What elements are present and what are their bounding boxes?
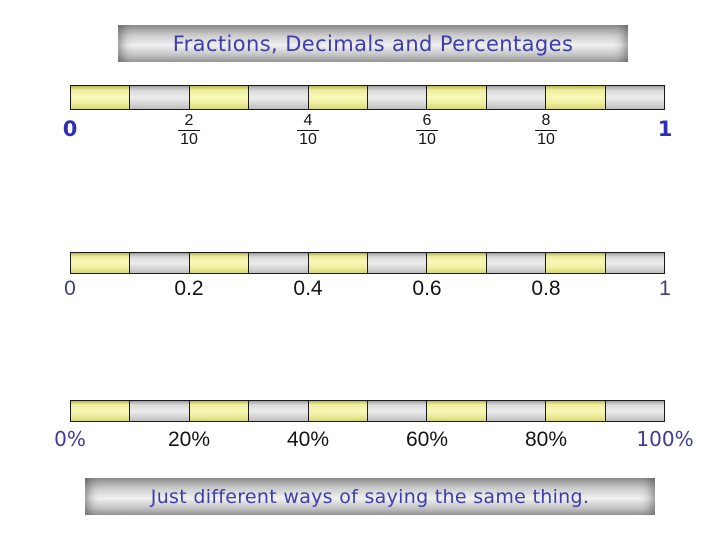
fractions-line-segment <box>71 86 130 109</box>
percentages-line-segment <box>604 401 665 421</box>
decimals-line-segment <box>129 253 189 273</box>
percentages-line-segment <box>188 401 249 421</box>
decimals-line-segment <box>426 253 486 273</box>
number-line-decimals: 0 0.2 0.4 0.6 0.8 1 <box>64 252 671 300</box>
decimals-line-tick-label: 0.2 <box>174 277 204 300</box>
percentages-line-tick-label: 60% <box>405 428 449 451</box>
percentages-line-tick-label: 0% <box>54 427 86 451</box>
fraction: 4 10 <box>297 112 319 150</box>
footer-banner: Just different ways of saying the same t… <box>85 478 655 515</box>
decimals-line-tick-label: 1 <box>659 277 671 300</box>
percentages-bar-labels: 0% 20% 40% 60% 80% 100% <box>54 428 693 480</box>
fraction: 6 10 <box>416 112 438 150</box>
fractions-line-segment <box>367 86 427 109</box>
percentages-line-tick-label: 40% <box>286 428 330 451</box>
fractions-line-tick-label: 6 10 <box>416 112 438 150</box>
percentages-line-segment <box>71 401 130 421</box>
percentages-line-tick-label: 80% <box>524 428 568 451</box>
percentages-line-segment <box>129 401 189 421</box>
fraction-numerator: 8 <box>541 112 551 129</box>
decimals-line-segment <box>604 253 665 273</box>
decimals-line-segment <box>545 253 605 273</box>
percentages-line-segment <box>545 401 605 421</box>
fractions-bar <box>70 85 665 110</box>
fractions-line-segment <box>426 86 486 109</box>
fraction-numerator: 4 <box>303 112 313 129</box>
percentages-line-segment <box>367 401 427 421</box>
footer-caption: Just different ways of saying the same t… <box>150 485 590 508</box>
decimals-bar <box>70 252 665 274</box>
percentages-line-segment <box>307 401 368 421</box>
fraction: 2 10 <box>178 112 200 150</box>
number-line-fractions: 0 2 10 4 10 6 10 8 10 1 <box>63 85 672 148</box>
decimals-bar-labels: 0 0.2 0.4 0.6 0.8 1 <box>64 277 671 329</box>
fraction-denominator: 10 <box>535 130 557 149</box>
number-line-percentages: 0% 20% 40% 60% 80% 100% <box>54 400 694 451</box>
decimals-line-tick-label: 0.6 <box>412 277 442 300</box>
decimals-line-tick-label: 0.8 <box>531 277 561 300</box>
decimals-line-segment <box>71 253 130 273</box>
decimals-line-tick-label: 0 <box>64 277 76 300</box>
percentages-line-segment <box>248 401 308 421</box>
fractions-line-tick-label: 0 <box>62 117 78 141</box>
fractions-line-tick-label: 8 10 <box>535 112 557 150</box>
fraction: 8 10 <box>535 112 557 150</box>
fractions-line-tick-label: 4 10 <box>297 112 319 150</box>
decimals-line-segment <box>307 253 368 273</box>
fractions-line-segment <box>604 86 665 109</box>
decimals-line-tick-label: 0.4 <box>293 277 323 300</box>
fractions-line-segment <box>307 86 368 109</box>
fractions-line-segment <box>545 86 605 109</box>
fractions-bar-labels: 0 2 10 4 10 6 10 8 10 1 <box>63 112 673 164</box>
page-title: Fractions, Decimals and Percentages <box>172 31 574 56</box>
fraction-numerator: 2 <box>184 112 194 129</box>
fractions-line-segment <box>129 86 189 109</box>
fraction-denominator: 10 <box>416 130 438 149</box>
decimals-line-segment <box>367 253 427 273</box>
percentages-line-segment <box>485 401 546 421</box>
fractions-line-segment <box>188 86 249 109</box>
percentages-line-tick-label: 20% <box>167 428 211 451</box>
fractions-line-segment <box>248 86 308 109</box>
fraction-denominator: 10 <box>178 130 200 149</box>
percentages-bar <box>70 400 665 422</box>
decimals-line-segment <box>188 253 249 273</box>
fractions-line-tick-label: 1 <box>657 117 673 141</box>
fractions-line-tick-label: 2 10 <box>178 112 200 150</box>
fraction-denominator: 10 <box>297 130 319 149</box>
fraction-numerator: 6 <box>422 112 432 129</box>
fractions-line-segment <box>485 86 546 109</box>
title-banner: Fractions, Decimals and Percentages <box>118 25 628 62</box>
percentages-line-tick-label: 100% <box>636 427 694 451</box>
percentages-line-segment <box>426 401 486 421</box>
decimals-line-segment <box>248 253 308 273</box>
decimals-line-segment <box>485 253 546 273</box>
